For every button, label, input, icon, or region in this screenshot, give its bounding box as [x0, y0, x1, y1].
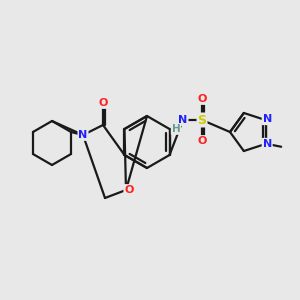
- Text: S: S: [197, 113, 206, 127]
- Text: H: H: [172, 124, 180, 134]
- Text: N: N: [262, 139, 272, 149]
- Text: O: O: [124, 185, 134, 195]
- Text: O: O: [98, 98, 108, 108]
- Text: O: O: [197, 136, 207, 146]
- Text: O: O: [197, 94, 207, 104]
- Text: N: N: [262, 114, 272, 124]
- Text: N: N: [78, 130, 88, 140]
- Text: N: N: [178, 115, 188, 125]
